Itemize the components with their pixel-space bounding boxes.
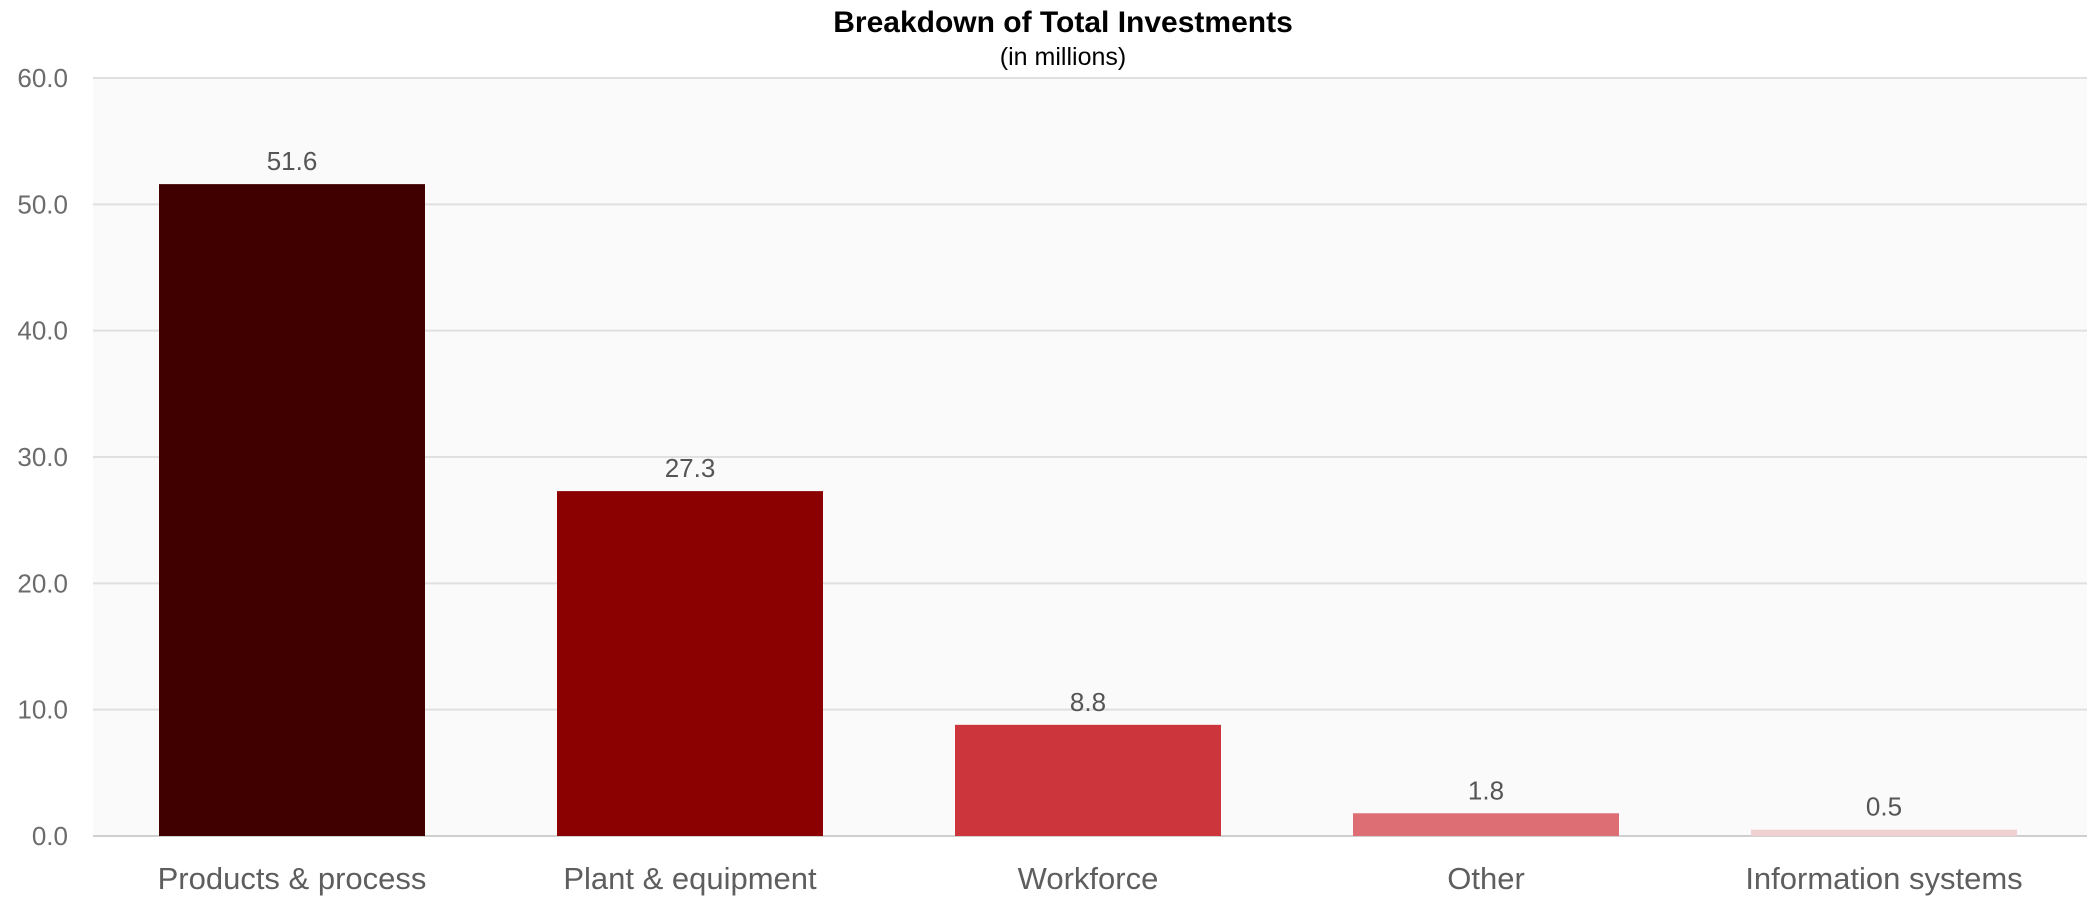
- bars: [159, 184, 2017, 836]
- x-tick-label: Workforce: [1018, 861, 1159, 896]
- x-tick-label: Plant & equipment: [563, 861, 817, 896]
- chart-subtitle: (in millions): [1000, 43, 1126, 71]
- y-tick-label: 0.0: [32, 821, 68, 851]
- y-tick-label: 40.0: [17, 316, 68, 346]
- gridlines: [93, 77, 2087, 837]
- y-tick-label: 50.0: [17, 189, 68, 219]
- x-axis-ticks: Products & process Plant & equipment Workf…: [158, 861, 2023, 896]
- data-label: 51.6: [267, 146, 318, 176]
- bar: [1353, 813, 1619, 836]
- x-tick-label: Products & process: [158, 861, 427, 896]
- y-tick-label: 10.0: [17, 695, 68, 725]
- chart-title: Breakdown of Total Investments: [833, 6, 1293, 39]
- x-tick-label: Other: [1447, 861, 1525, 896]
- data-label: 0.5: [1866, 792, 1902, 822]
- x-tick-label: Information systems: [1745, 861, 2022, 896]
- y-axis-ticks: 0.0 10.0 20.0 30.0 40.0 50.0 60.0: [17, 63, 68, 851]
- bar: [955, 724, 1221, 836]
- bar: [159, 184, 425, 836]
- data-label: 8.8: [1070, 687, 1106, 717]
- data-label: 27.3: [665, 453, 716, 483]
- y-tick-label: 60.0: [17, 63, 68, 93]
- y-tick-label: 20.0: [17, 568, 68, 598]
- bar: [557, 491, 823, 836]
- data-label: 1.8: [1468, 775, 1504, 805]
- bar: [1751, 829, 2017, 836]
- y-tick-label: 30.0: [17, 442, 68, 472]
- data-labels: 51.6 27.3 8.8 1.8 0.5: [267, 146, 1902, 822]
